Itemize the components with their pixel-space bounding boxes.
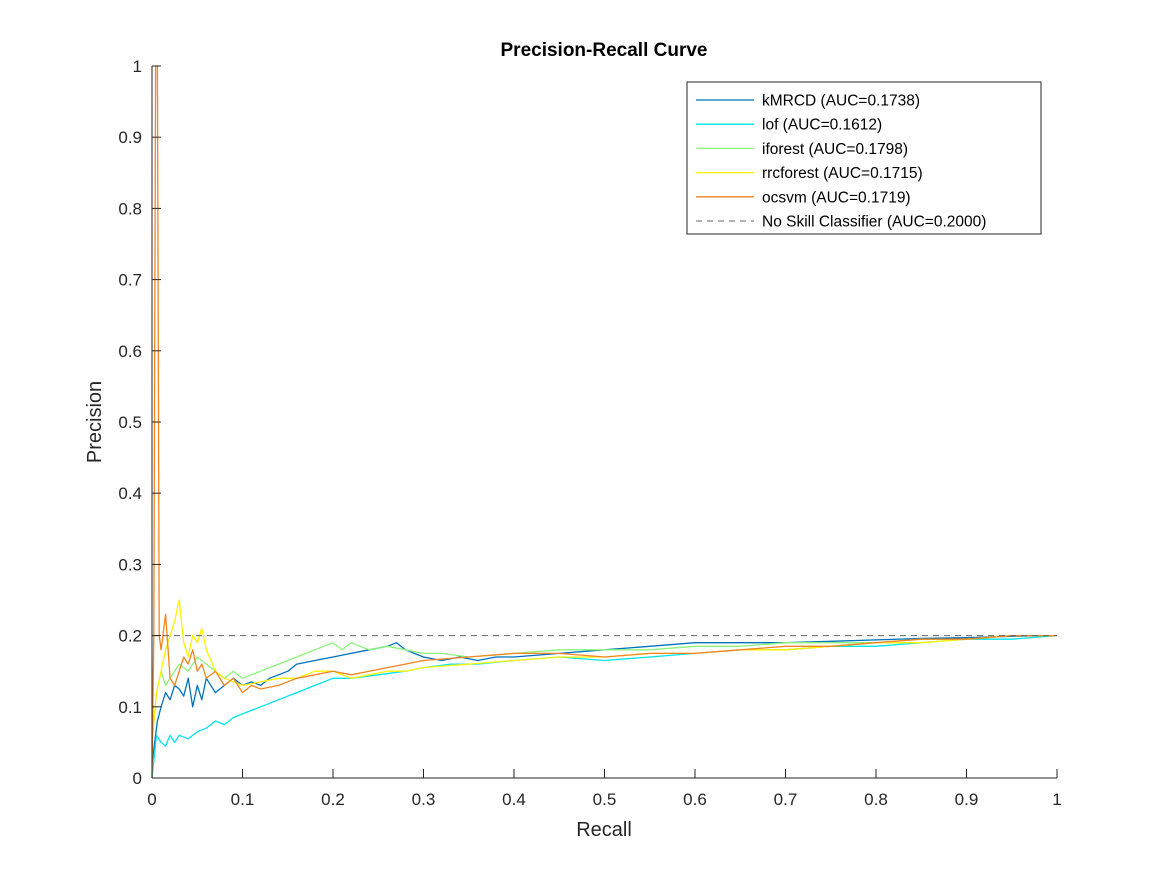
y-tick-label: 0.1 [118, 698, 142, 717]
y-tick-label: 0.3 [118, 555, 142, 574]
legend-items: kMRCD (AUC=0.1738) lof (AUC=0.1612) ifores… [696, 93, 986, 231]
legend-box [686, 81, 1042, 235]
x-tick-label: 0.1 [231, 790, 255, 809]
x-tick-label: 0.6 [683, 790, 707, 809]
legend-entry-label: rrcforest (AUC=0.1715) [762, 165, 923, 182]
x-tick-label: 0.9 [955, 790, 979, 809]
legend-entry-label: iforest (AUC=0.1798) [762, 141, 908, 158]
y-axis-label: Precision [84, 381, 106, 463]
x-tick-label: 0 [147, 790, 156, 809]
legend: kMRCD (AUC=0.1738) lof (AUC=0.1612) ifores… [686, 81, 1042, 235]
y-tick-label: 0.7 [118, 271, 142, 290]
x-ticks: 0 0.1 0.2 0.3 0.4 0.5 0.6 0.7 0.8 0.9 1 [147, 769, 1062, 809]
series-line-0 [151, 634, 1058, 764]
x-tick-label: 0.8 [864, 790, 888, 809]
legend-entry-label: lof (AUC=0.1612) [762, 117, 882, 134]
y-tick-label: 0 [133, 769, 142, 788]
x-axis-label: Recall [576, 819, 632, 841]
y-tick-label: 0.6 [118, 342, 142, 361]
series-line-2 [151, 634, 1057, 743]
x-tick-label: 0.4 [502, 790, 526, 809]
legend-entry-label: No Skill Classifier (AUC=0.2000) [762, 214, 986, 231]
x-tick-label: 0.3 [412, 790, 436, 809]
legend-entry-label: ocsvm (AUC=0.1719) [762, 189, 911, 206]
chart-title: Precision-Recall Curve [501, 40, 708, 61]
series-line-4 [151, 65, 1057, 779]
y-tick-label: 0.2 [118, 627, 142, 646]
x-tick-label: 1 [1052, 790, 1061, 809]
y-tick-label: 0.8 [118, 199, 142, 218]
y-tick-label: 1 [133, 57, 142, 76]
y-tick-label: 0.9 [118, 128, 142, 147]
y-tick-label: 0.4 [118, 484, 142, 503]
legend-entry-label: kMRCD (AUC=0.1738) [762, 93, 920, 110]
y-tick-label: 0.5 [118, 413, 142, 432]
y-ticks: 0 0.1 0.2 0.3 0.4 0.5 0.6 0.7 0.8 0.9 1 [118, 57, 161, 788]
series-line-3 [151, 599, 1057, 743]
series-layer [151, 65, 1058, 779]
x-tick-label: 0.7 [774, 790, 798, 809]
x-tick-label: 0.5 [593, 790, 617, 809]
x-tick-label: 0.2 [321, 790, 345, 809]
